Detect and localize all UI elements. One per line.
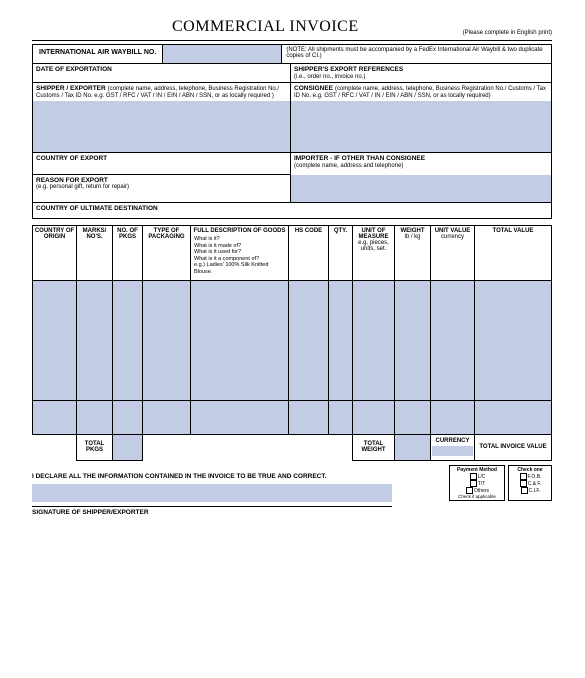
currency-label: CURRENCY	[432, 438, 473, 444]
page-title: COMMERCIAL INVOICE	[172, 18, 359, 36]
pay-opt[interactable]: L/C	[451, 473, 503, 480]
th-unitval: UNIT VALUE currency	[431, 226, 475, 281]
date-exportation-label: DATE OF EXPORTATION	[36, 66, 112, 73]
table-row[interactable]	[33, 280, 552, 400]
shipper-refs-sub: (i.e., order no., invoice no.)	[294, 74, 365, 80]
country-export-label: COUNTRY OF EXPORT	[36, 155, 107, 162]
total-pkgs-input[interactable]	[113, 434, 143, 460]
check-opt[interactable]: F.O.B.	[510, 473, 550, 480]
desc-hints: What is it? What is it made of? What is …	[192, 234, 287, 278]
reason-sub: (e.g. personal gift, return for repair)	[36, 184, 287, 190]
country-ult-label: COUNTRY OF ULTIMATE DESTINATION	[36, 205, 158, 212]
currency-input[interactable]	[432, 446, 473, 456]
waybill-label: INTERNATIONAL AIR WAYBILL NO.	[33, 45, 162, 63]
check-opt[interactable]: C.I.F.	[510, 487, 550, 494]
total-invoice-label: TOTAL INVOICE VALUE	[475, 434, 552, 460]
declare-input[interactable]	[32, 484, 392, 502]
th-pkgs: NO. OF PKGS	[113, 226, 143, 281]
th-origin: COUNTRY OF ORIGIN	[33, 226, 77, 281]
shipper-refs-label: SHIPPER'S EXPORT REFERENCES	[294, 66, 403, 73]
signature-label: SIGNATURE OF SHIPPER/EXPORTER	[32, 506, 392, 516]
declaration: I DECLARE ALL THE INFORMATION CONTAINED …	[32, 465, 449, 480]
check-opt[interactable]: C.& F.	[510, 480, 550, 487]
total-weight-label: TOTAL WEIGHT	[353, 434, 395, 460]
importer-label: IMPORTER - IF OTHER THAN CONSIGNEE	[294, 155, 425, 162]
reason-label: REASON FOR EXPORT	[36, 177, 287, 184]
total-pkgs-label: TOTAL PKGS	[77, 434, 113, 460]
table-row[interactable]	[33, 400, 552, 434]
waybill-input[interactable]	[162, 45, 282, 63]
th-desc: FULL DESCRIPTION OF GOODS What is it? Wh…	[191, 226, 289, 281]
importer-input[interactable]	[291, 175, 552, 203]
shipper-label: SHIPPER / EXPORTER	[36, 85, 106, 92]
payment-header: Payment Method	[451, 467, 503, 473]
items-table: COUNTRY OF ORIGIN MARKS/ NO'S. NO. OF PK…	[32, 225, 552, 461]
shipper-input[interactable]	[33, 101, 290, 152]
th-qty: QTY.	[329, 226, 353, 281]
payment-note: Check if applicable	[451, 494, 503, 499]
th-packtype: TYPE OF PACKAGING	[143, 226, 191, 281]
consignee-input[interactable]	[291, 101, 551, 152]
consignee-label: CONSIGNEE	[294, 85, 333, 92]
pay-opt[interactable]: Others	[451, 487, 503, 494]
th-weight: WEIGHT lb / kg	[395, 226, 431, 281]
importer-sub: (complete name, address and telephone)	[294, 163, 403, 169]
th-marks: MARKS/ NO'S.	[77, 226, 113, 281]
waybill-note: (NOTE: All shipments must be accompanied…	[282, 45, 551, 63]
top-note: (Please complete in English print)	[463, 30, 552, 36]
th-uom: UNIT OF MEASURE e.g. pieces, units, set.	[353, 226, 395, 281]
total-weight-input[interactable]	[395, 434, 431, 460]
pay-opt[interactable]: T/T	[451, 480, 503, 487]
th-totalval: TOTAL VALUE	[475, 226, 552, 281]
th-hs: HS CODE	[289, 226, 329, 281]
